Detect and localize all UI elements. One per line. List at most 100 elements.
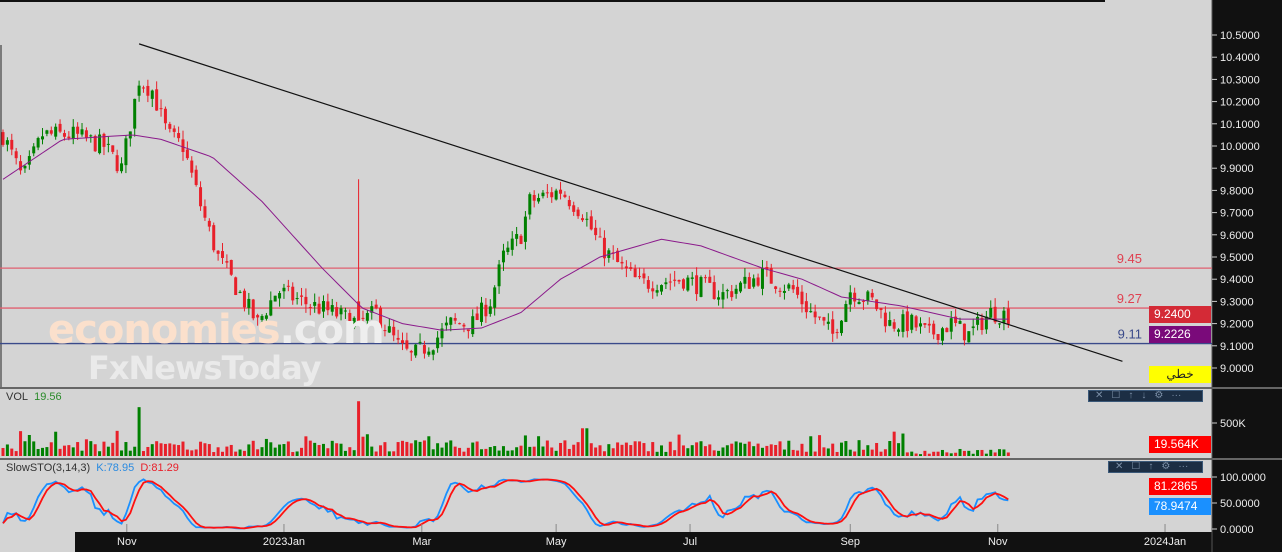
- stoch-d-tag: 81.2865: [1149, 478, 1211, 495]
- candle-body: [681, 279, 685, 289]
- volume-bar: [664, 451, 668, 456]
- candle-body: [550, 192, 554, 198]
- candle-body: [598, 236, 602, 238]
- volume-bar: [238, 449, 242, 456]
- arrow-up-icon[interactable]: ↑: [1148, 461, 1154, 472]
- candle-body: [141, 87, 145, 89]
- volume-bar: [462, 451, 466, 456]
- volume-bar: [339, 443, 343, 456]
- candle-body: [940, 328, 944, 341]
- volume-bar: [458, 447, 462, 456]
- volume-bar: [699, 441, 703, 456]
- maximize-icon[interactable]: ☐: [1131, 461, 1141, 472]
- volume-bar: [98, 451, 102, 456]
- volume-bar: [993, 452, 997, 456]
- candle-body: [1002, 310, 1006, 323]
- volume-bar: [488, 447, 492, 456]
- volume-bar: [800, 443, 804, 456]
- volume-bar: [958, 448, 962, 456]
- volume-bar: [185, 449, 189, 456]
- volume-bar: [32, 441, 36, 456]
- volume-bar: [734, 441, 738, 456]
- stoch-tick-label: 50.0000: [1220, 498, 1260, 510]
- volume-bar: [695, 442, 699, 456]
- candle-body: [962, 323, 966, 341]
- candle-body: [633, 268, 637, 278]
- volume-bar: [668, 441, 672, 456]
- price-tick-label: 10.4000: [1220, 52, 1260, 64]
- volume-bar: [822, 447, 826, 456]
- volume-bar: [317, 445, 321, 456]
- volume-bar: [168, 443, 172, 456]
- volume-bar: [796, 450, 800, 456]
- gear-icon[interactable]: ⚙: [1161, 461, 1171, 472]
- volume-bar: [660, 445, 663, 456]
- more-icon[interactable]: ···: [1178, 461, 1189, 472]
- volume-bar: [984, 453, 988, 456]
- candle-body: [787, 284, 791, 289]
- close-icon[interactable]: ✕: [1115, 461, 1124, 472]
- volume-bar: [352, 450, 356, 456]
- candle-body: [870, 292, 874, 298]
- candle-body: [229, 259, 233, 275]
- candle-body: [984, 316, 988, 330]
- candle-body: [484, 304, 488, 317]
- candle-body: [5, 140, 9, 145]
- volume-bar: [124, 442, 128, 456]
- top-border: [0, 0, 1105, 2]
- arrow-down-icon[interactable]: ↓: [1141, 390, 1147, 401]
- close-icon[interactable]: ✕: [1095, 390, 1104, 401]
- candle-body: [589, 216, 593, 230]
- stoch-title: SlowSTO(3,14,3) K:78.95 D:81.29: [6, 462, 179, 475]
- volume-bar: [989, 449, 993, 456]
- price-tick-label: 9.4000: [1220, 274, 1254, 286]
- volume-bar: [804, 451, 808, 456]
- candle-body: [712, 282, 716, 299]
- candle-body: [14, 151, 18, 159]
- candle-body: [383, 330, 387, 332]
- candle-body: [813, 311, 817, 318]
- level-label: 9.11: [1118, 327, 1142, 342]
- candle-body: [295, 298, 299, 300]
- arrow-up-icon[interactable]: ↑: [1128, 390, 1134, 401]
- volume-bar: [264, 438, 268, 456]
- volume-value: 19.56: [34, 391, 62, 403]
- candle-body: [664, 282, 668, 285]
- candle-body: [387, 326, 391, 333]
- volume-bar: [146, 446, 150, 456]
- volume-label: VOL: [6, 391, 29, 403]
- volume-bar: [936, 451, 940, 456]
- volume-bar: [554, 450, 558, 456]
- volume-bar: [537, 436, 541, 456]
- stoch-panel-toolbar: ✕ ☐ ↑ ⚙ ···: [1108, 461, 1203, 473]
- candle-body: [150, 90, 154, 99]
- chart-mode-button[interactable]: خطي: [1149, 366, 1211, 383]
- volume-bar: [54, 431, 58, 456]
- candle-body: [251, 299, 255, 319]
- candle-body: [462, 324, 466, 327]
- volume-bar: [598, 445, 602, 456]
- candle-body: [427, 351, 431, 355]
- volume-bar: [45, 447, 49, 456]
- volume-bar: [940, 449, 944, 456]
- candle-body: [102, 133, 106, 147]
- candle-body: [361, 317, 365, 319]
- volume-bar: [190, 450, 194, 456]
- candle-body: [703, 277, 707, 279]
- candle-body: [519, 235, 523, 244]
- candle-body: [111, 145, 115, 152]
- volume-bar: [752, 446, 756, 456]
- candle-body: [207, 220, 211, 227]
- volume-bar: [602, 451, 606, 456]
- gear-icon[interactable]: ⚙: [1154, 390, 1164, 401]
- candle-body: [629, 267, 633, 269]
- stoch-label: SlowSTO(3,14,3): [6, 462, 91, 474]
- maximize-icon[interactable]: ☐: [1111, 390, 1121, 401]
- volume-bar: [291, 452, 295, 456]
- candle-body: [203, 206, 207, 218]
- volume-bar: [76, 442, 80, 456]
- more-icon[interactable]: ···: [1171, 390, 1182, 401]
- time-tick-label: 2023Jan: [263, 536, 305, 548]
- candle-body: [278, 293, 282, 299]
